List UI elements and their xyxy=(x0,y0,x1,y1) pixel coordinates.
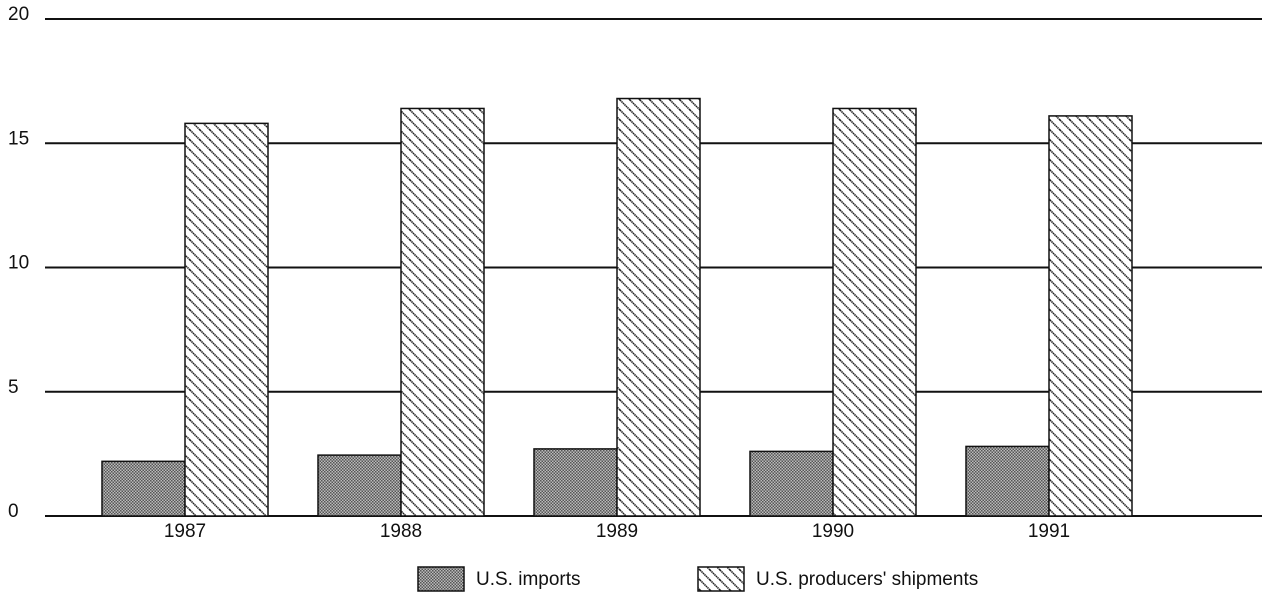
bar xyxy=(317,454,402,517)
x-tick-label: 1989 xyxy=(596,521,638,542)
legend-swatch xyxy=(417,566,465,592)
y-tick-label: 15 xyxy=(8,128,29,149)
y-tick-label: 20 xyxy=(8,4,29,25)
x-tick-label: 1990 xyxy=(812,521,854,542)
bar xyxy=(184,122,269,517)
y-tick-label: 0 xyxy=(8,501,19,522)
x-tick-label: 1988 xyxy=(380,521,422,542)
legend-label: U.S. imports xyxy=(476,569,581,590)
bar xyxy=(832,107,917,517)
bar xyxy=(616,97,701,517)
legend-label: U.S. producers' shipments xyxy=(756,569,978,590)
legend-swatch xyxy=(697,566,745,592)
x-tick-label: 1987 xyxy=(164,521,206,542)
bar xyxy=(965,445,1050,517)
bar xyxy=(749,450,834,517)
x-tick-label: 1991 xyxy=(1028,521,1070,542)
y-tick-label: 5 xyxy=(8,377,19,398)
y-tick-label: 10 xyxy=(8,253,29,274)
bar xyxy=(533,448,618,517)
bar xyxy=(400,107,485,517)
bar xyxy=(1048,115,1133,517)
bar xyxy=(101,460,186,517)
